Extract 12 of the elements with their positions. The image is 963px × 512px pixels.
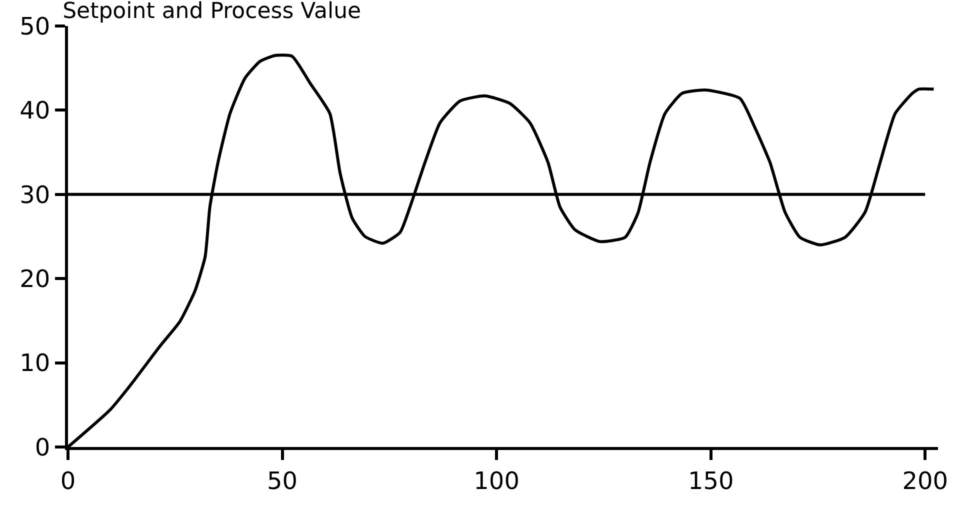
x-tick-label: 200 xyxy=(902,466,948,495)
y-tick-label: 40 xyxy=(20,96,50,125)
y-tick-label: 0 xyxy=(34,433,50,462)
x-tick-label: 0 xyxy=(60,466,76,495)
x-tick-label: 50 xyxy=(267,466,298,495)
y-tick-label: 10 xyxy=(20,349,50,378)
y-tick-label: 50 xyxy=(20,12,50,40)
chart-title: Setpoint and Process Value xyxy=(62,0,362,24)
y-tick-label: 20 xyxy=(20,265,50,293)
x-tick-label: 100 xyxy=(474,466,520,495)
y-tick-label: 30 xyxy=(20,180,50,209)
x-tick-label: 150 xyxy=(688,466,734,495)
